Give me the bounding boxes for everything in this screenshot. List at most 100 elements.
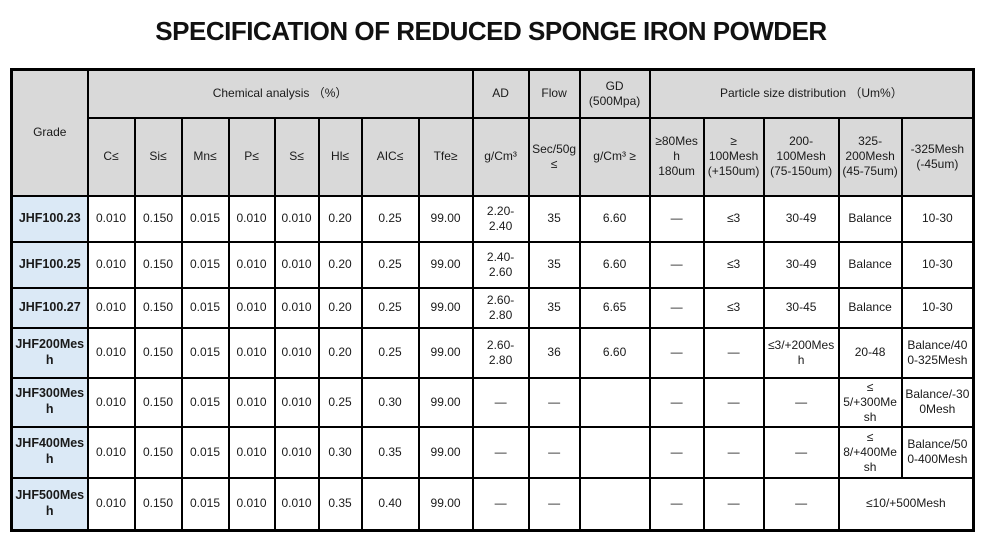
col-header-flow-unit: Sec/50g ≤ xyxy=(527,116,581,197)
data-cell: ≤3 xyxy=(702,194,765,243)
table-header: Grade Chemical analysis （%） AD Flow GD (… xyxy=(10,68,975,197)
data-cell: 0.25 xyxy=(360,194,420,243)
data-cell: 0.010 xyxy=(86,376,136,428)
data-cell: Balance/500-400Mesh xyxy=(900,425,975,479)
data-cell: 0.150 xyxy=(133,286,183,329)
group-header-gd: GD (500Mpa) xyxy=(578,68,651,119)
col-header-aic: AIC≤ xyxy=(360,116,420,197)
data-cell: 0.010 xyxy=(273,376,320,428)
data-cell: 99.00 xyxy=(417,326,474,379)
data-cell: Balance xyxy=(837,194,903,243)
data-cell: ≤10/+500Mesh xyxy=(837,476,975,532)
col-header-200-100mesh: 200- 100Mesh (75-150um) xyxy=(762,116,840,197)
col-header-325-200mesh: 325- 200Mesh (45-75um) xyxy=(837,116,903,197)
col-header-minus-325mesh: -325Mesh (-45um) xyxy=(900,116,975,197)
data-cell xyxy=(578,476,651,532)
data-cell: 0.150 xyxy=(133,425,183,479)
data-cell: 0.010 xyxy=(227,476,276,532)
data-cell: 0.015 xyxy=(180,376,230,428)
data-cell: 0.010 xyxy=(86,240,136,289)
data-cell: — xyxy=(702,376,765,428)
data-cell: 0.010 xyxy=(227,194,276,243)
table-row: JHF100.27 0.010 0.150 0.015 0.010 0.010 0.20 0.… xyxy=(10,286,975,329)
table-row: JHF100.25 0.010 0.150 0.015 0.010 0.010 0.20 0.… xyxy=(10,240,975,289)
data-cell: 0.015 xyxy=(180,425,230,479)
data-cell: — xyxy=(648,286,705,329)
data-cell: 6.60 xyxy=(578,194,651,243)
grade-cell: JHF100.23 xyxy=(10,194,89,243)
data-cell: Balance/-300Mesh xyxy=(900,376,975,428)
data-cell: 0.010 xyxy=(227,326,276,379)
data-cell: ≤3 xyxy=(702,286,765,329)
data-cell: 0.150 xyxy=(133,376,183,428)
data-cell: 0.010 xyxy=(86,476,136,532)
col-header-p: P≤ xyxy=(227,116,276,197)
grade-cell: JHF100.27 xyxy=(10,286,89,329)
data-cell: 99.00 xyxy=(417,194,474,243)
data-cell: 2.60-2.80 xyxy=(471,326,530,379)
data-cell: — xyxy=(762,376,840,428)
data-cell: 2.40-2.60 xyxy=(471,240,530,289)
grade-cell: JHF200Mesh xyxy=(10,326,89,379)
col-header-c: C≤ xyxy=(86,116,136,197)
data-cell: 0.015 xyxy=(180,194,230,243)
data-cell: 99.00 xyxy=(417,376,474,428)
table-body: JHF100.23 0.010 0.150 0.015 0.010 0.010 0.20 0.… xyxy=(10,194,975,532)
data-cell: 0.010 xyxy=(86,425,136,479)
data-cell xyxy=(578,376,651,428)
data-cell: 99.00 xyxy=(417,476,474,532)
data-cell: 30-49 xyxy=(762,240,840,289)
data-cell: ≤ 5/+300Mesh xyxy=(837,376,903,428)
data-cell: — xyxy=(527,425,581,479)
data-cell: 0.010 xyxy=(273,194,320,243)
data-cell: 0.010 xyxy=(273,476,320,532)
data-cell: — xyxy=(648,376,705,428)
data-cell: 0.150 xyxy=(133,240,183,289)
group-header-flow: Flow xyxy=(527,68,581,119)
data-cell: — xyxy=(648,240,705,289)
col-header-si: Si≤ xyxy=(133,116,183,197)
data-cell: 0.30 xyxy=(360,376,420,428)
group-header-chemical-analysis: Chemical analysis （%） xyxy=(86,68,474,119)
group-header-particle-size: Particle size distribution （Um%） xyxy=(648,68,975,119)
data-cell: — xyxy=(648,326,705,379)
data-cell: — xyxy=(471,476,530,532)
data-cell: 0.010 xyxy=(86,326,136,379)
data-cell: 0.010 xyxy=(273,240,320,289)
data-cell: 0.015 xyxy=(180,476,230,532)
data-cell: 0.010 xyxy=(227,425,276,479)
data-cell: — xyxy=(762,476,840,532)
header-unit-row: C≤ Si≤ Mn≤ P≤ S≤ Hl≤ AIC≤ Tfe≥ g/Cm³ Sec… xyxy=(12,116,975,197)
data-cell: 10-30 xyxy=(900,240,975,289)
data-cell: — xyxy=(762,425,840,479)
group-header-ad: AD xyxy=(471,68,530,119)
data-cell: — xyxy=(648,476,705,532)
data-cell: 0.20 xyxy=(317,194,363,243)
data-cell: — xyxy=(702,425,765,479)
data-cell: 0.25 xyxy=(360,240,420,289)
data-cell: — xyxy=(471,376,530,428)
data-cell: 2.60-2.80 xyxy=(471,286,530,329)
data-cell: 0.015 xyxy=(180,240,230,289)
data-cell: 99.00 xyxy=(417,286,474,329)
data-cell: — xyxy=(702,326,765,379)
data-cell: ≤3/+200Mesh xyxy=(762,326,840,379)
page-title: SPECIFICATION OF REDUCED SPONGE IRON POW… xyxy=(155,16,827,46)
data-cell: 30-49 xyxy=(762,194,840,243)
data-cell: ≤3 xyxy=(702,240,765,289)
table-row: JHF500Mesh 0.010 0.150 0.015 0.010 0.010 0.35 0… xyxy=(10,476,975,532)
data-cell: 99.00 xyxy=(417,425,474,479)
data-cell: 6.60 xyxy=(578,240,651,289)
table-row: JHF300Mesh 0.010 0.150 0.015 0.010 0.010 0.25 0… xyxy=(10,376,975,428)
data-cell: — xyxy=(471,425,530,479)
data-cell: 35 xyxy=(527,286,581,329)
data-cell: 0.010 xyxy=(273,425,320,479)
data-cell: 0.010 xyxy=(227,240,276,289)
data-cell: 2.20-2.40 xyxy=(471,194,530,243)
data-cell: 0.40 xyxy=(360,476,420,532)
data-cell: 35 xyxy=(527,240,581,289)
data-cell: 0.015 xyxy=(180,326,230,379)
data-cell: 0.010 xyxy=(273,286,320,329)
data-cell: Balance xyxy=(837,286,903,329)
data-cell: 0.25 xyxy=(317,376,363,428)
